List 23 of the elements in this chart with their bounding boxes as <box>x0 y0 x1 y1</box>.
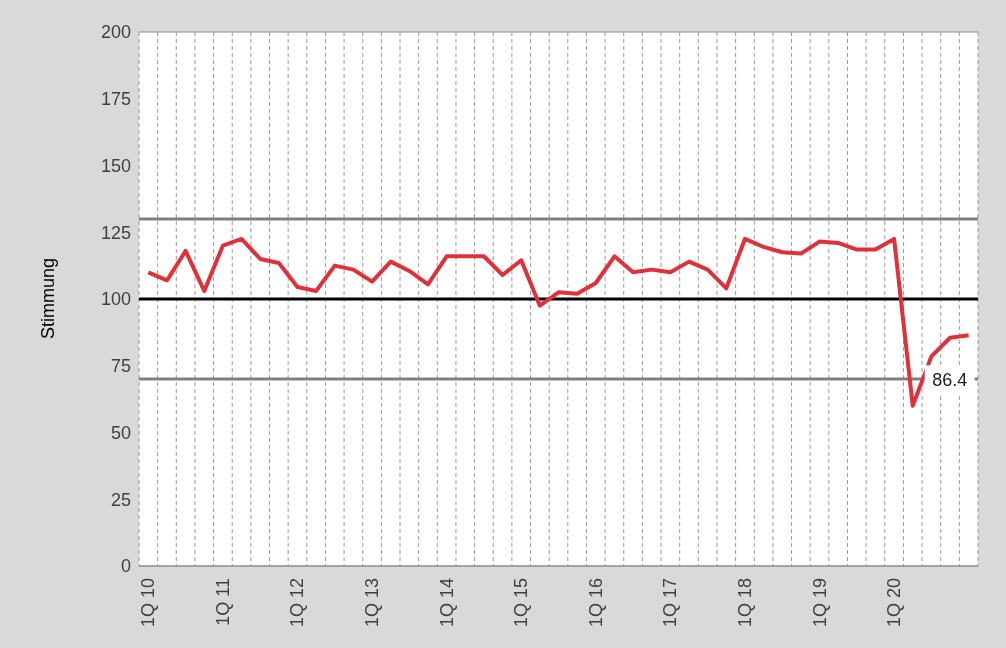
y-tick-label: 200 <box>100 22 131 43</box>
x-tick-label: 1Q 14 <box>436 578 457 628</box>
y-tick-label: 125 <box>100 222 131 243</box>
y-axis-title: Stimmung <box>38 257 59 339</box>
x-tick-label: 1Q 13 <box>362 578 383 628</box>
y-tick-label: 75 <box>110 356 131 377</box>
y-tick-label: 0 <box>120 556 131 577</box>
x-tick-label: 1Q 15 <box>511 578 532 628</box>
y-tick-label: 150 <box>100 155 131 176</box>
x-tick-label: 1Q 17 <box>660 578 681 628</box>
y-tick-label: 175 <box>100 89 131 110</box>
x-tick-label: 1Q 10 <box>138 578 159 628</box>
x-tick-label: 1Q 11 <box>212 578 233 626</box>
x-tick-label: 1Q 16 <box>585 578 606 628</box>
data-label: 86.4 <box>932 370 968 391</box>
y-tick-label: 25 <box>110 489 131 510</box>
x-tick-label: 1Q 20 <box>884 578 905 628</box>
x-tick-label: 1Q 12 <box>287 578 308 628</box>
line-series <box>146 236 971 408</box>
y-tick-label: 50 <box>110 422 131 443</box>
y-tick-label: 100 <box>100 289 131 310</box>
x-tick-label: 1Q 19 <box>809 578 830 628</box>
x-tick-label: 1Q 18 <box>734 578 755 628</box>
